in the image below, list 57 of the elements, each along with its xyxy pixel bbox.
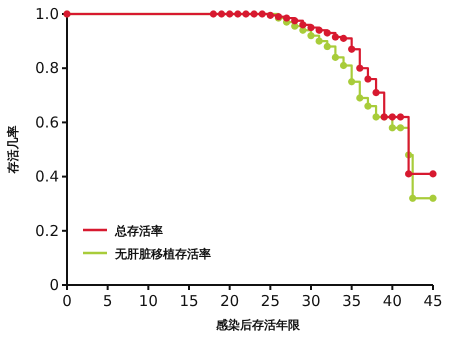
point [283, 14, 290, 22]
x-tick-label: 20 [220, 292, 240, 310]
point [218, 10, 226, 18]
point [348, 78, 356, 86]
point [210, 10, 217, 18]
point [307, 24, 315, 32]
y-tick-label: 0.6 [35, 113, 59, 132]
point [348, 46, 356, 53]
point [234, 10, 242, 18]
point [372, 113, 380, 121]
x-tick-label: 0 [62, 292, 72, 310]
point [332, 54, 339, 61]
point [258, 10, 266, 18]
y-axis-title: 存活几率 [6, 126, 20, 174]
point [364, 102, 372, 110]
point [291, 17, 298, 24]
x-tick-label: 10 [138, 292, 158, 310]
y-tick-label: 0 [49, 276, 59, 294]
point [266, 12, 274, 19]
point [356, 64, 364, 72]
point [396, 124, 404, 132]
point [356, 94, 364, 102]
point [388, 113, 396, 121]
point [299, 21, 306, 28]
y-tick-label: 0.2 [35, 222, 59, 240]
point [364, 75, 372, 83]
point [409, 194, 416, 202]
x-tick-label: 5 [102, 292, 112, 310]
point [429, 170, 437, 178]
point [388, 124, 396, 132]
point [396, 113, 404, 121]
x-tick-label: 30 [301, 292, 321, 310]
x-tick-label: 15 [179, 292, 199, 310]
x-axis-title: 感染后存活年限 [215, 318, 301, 332]
legend-label: 总存活率 [114, 224, 163, 238]
y-tick-label: 1.0 [35, 5, 59, 23]
point [405, 170, 412, 178]
point [250, 10, 258, 18]
point [372, 88, 380, 96]
legend-label: 无肝脏移植存活率 [114, 247, 211, 261]
y-tick-label: 0.8 [35, 59, 59, 78]
point [340, 34, 348, 42]
point [340, 62, 348, 70]
point [324, 42, 331, 50]
point [316, 26, 323, 34]
x-tick-label: 35 [342, 292, 362, 310]
y-tick-label: 0.4 [35, 168, 59, 186]
point [316, 38, 323, 45]
point [242, 10, 250, 18]
point [324, 29, 331, 37]
point [307, 32, 315, 40]
x-tick-label: 45 [423, 292, 443, 310]
x-tick-label: 25 [260, 292, 280, 310]
x-tick-label: 40 [382, 292, 402, 310]
point [332, 33, 339, 41]
point [429, 194, 437, 202]
point [226, 10, 234, 18]
